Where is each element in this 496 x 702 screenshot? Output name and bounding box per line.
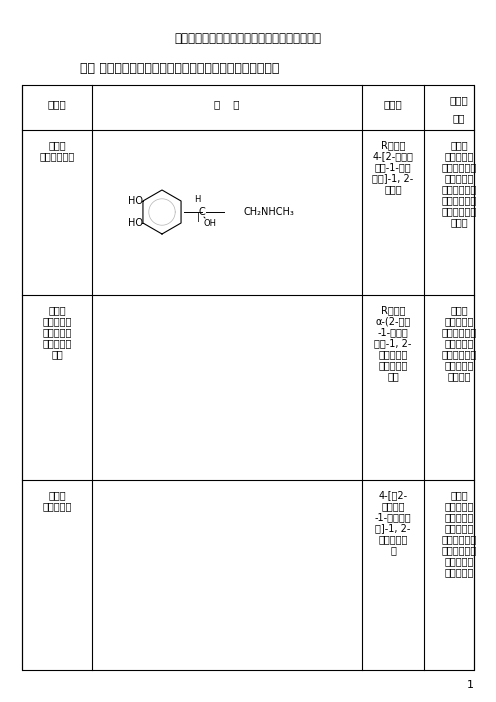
Text: CH₂NHCH₃: CH₂NHCH₃ [244,207,295,217]
Text: 合物: 合物 [387,371,399,381]
Text: -1-羟基乙: -1-羟基乙 [377,327,408,337]
Text: 性质及: 性质及 [450,95,468,105]
Text: 管哮喘、过敏: 管哮喘、过敏 [441,534,477,544]
Text: 应用: 应用 [453,113,465,123]
Text: 白色或: 白色或 [450,490,468,500]
Text: R（－）: R（－） [381,140,405,150]
Text: 类白色结晶: 类白色结晶 [444,151,474,161]
Text: 基）-1, 2-: 基）-1, 2- [374,338,412,348]
Text: 类白色结晶: 类白色结晶 [444,316,474,326]
Text: 骤停及中毒: 骤停及中毒 [444,556,474,566]
Text: H: H [194,195,200,204]
Text: 白色或: 白色或 [450,140,468,150]
Text: 酸正肾上腺: 酸正肾上腺 [42,338,72,348]
Text: HO: HO [128,218,143,228]
Text: 及哮喘: 及哮喘 [450,217,468,227]
Text: 性粉末。临床: 性粉末。临床 [441,327,477,337]
Text: 重酒石: 重酒石 [48,305,66,315]
Text: 性质很不稳: 性质很不稳 [444,173,474,183]
Text: OH: OH [203,220,216,228]
Text: 氧化，应避光: 氧化，应避光 [441,195,477,205]
Text: 床用于支气: 床用于支气 [444,523,474,533]
Text: 苯二酚重酒: 苯二酚重酒 [378,349,408,359]
Text: 膜出血。: 膜出血。 [447,371,471,381]
Text: 白色或: 白色或 [450,305,468,315]
Text: 石酸盐一水: 石酸盐一水 [378,360,408,370]
Text: 药品名: 药品名 [48,99,66,109]
Text: 性体克等。: 性体克等。 [444,567,474,577]
Text: 性粉末。临: 性粉末。临 [444,512,474,522]
Text: 腺素（酒石: 腺素（酒石 [42,327,72,337]
Text: 素（副肾碱）: 素（副肾碱） [39,151,74,161]
Text: 乙基]-1, 2-: 乙基]-1, 2- [372,173,414,183]
Text: 可治疗胃粘: 可治疗胃粘 [444,360,474,370]
Text: 基]-1, 2-: 基]-1, 2- [375,523,411,533]
Text: |: | [196,213,199,222]
Text: 4-[2-（甲胺: 4-[2-（甲胺 [372,151,414,161]
Text: 肾上腺: 肾上腺 [48,140,66,150]
Text: HO: HO [128,196,143,206]
Text: 性哮喘、心搏: 性哮喘、心搏 [441,545,477,555]
Text: 4-[（2-: 4-[（2- [378,490,408,500]
Text: R（－）: R（－） [381,305,405,315]
Text: α-(2-氨基: α-(2-氨基 [375,316,411,326]
Text: 一、 拟肾上腺素药典型代表药的结构、化学名、性质及应用: 一、 拟肾上腺素药典型代表药的结构、化学名、性质及应用 [80,62,280,74]
Text: 类白色结晶: 类白色结晶 [444,501,474,511]
Text: -1-羟基）乙: -1-羟基）乙 [374,512,411,522]
Text: 化学名: 化学名 [383,99,402,109]
Text: 异丙胺基: 异丙胺基 [381,501,405,511]
Text: 丙肾上腺素: 丙肾上腺素 [42,501,72,511]
Text: 药物化学（拟肾上腺素药）重、难点提示和辅导: 药物化学（拟肾上腺素药）重、难点提示和辅导 [175,32,321,44]
Text: 素）: 素） [51,349,63,359]
Text: 1: 1 [467,680,474,690]
Text: 盐酸异: 盐酸异 [48,490,66,500]
Text: 酸去甲肾上: 酸去甲肾上 [42,316,72,326]
Text: 上用于治疗: 上用于治疗 [444,338,474,348]
Text: C: C [198,207,205,217]
Text: 各种体克，也: 各种体克，也 [441,349,477,359]
Text: 盐: 盐 [390,545,396,555]
Text: 苯二酚: 苯二酚 [384,184,402,194]
Text: 性粉末。化学: 性粉末。化学 [441,162,477,172]
Text: 结    构: 结 构 [214,99,240,109]
Bar [22,85,474,670]
Text: 苯二酚盐酸: 苯二酚盐酸 [378,534,408,544]
Text: 保存。抗休克: 保存。抗休克 [441,206,477,216]
Text: 基）-1-羟基: 基）-1-羟基 [374,162,411,172]
Text: 定，极易自动: 定，极易自动 [441,184,477,194]
